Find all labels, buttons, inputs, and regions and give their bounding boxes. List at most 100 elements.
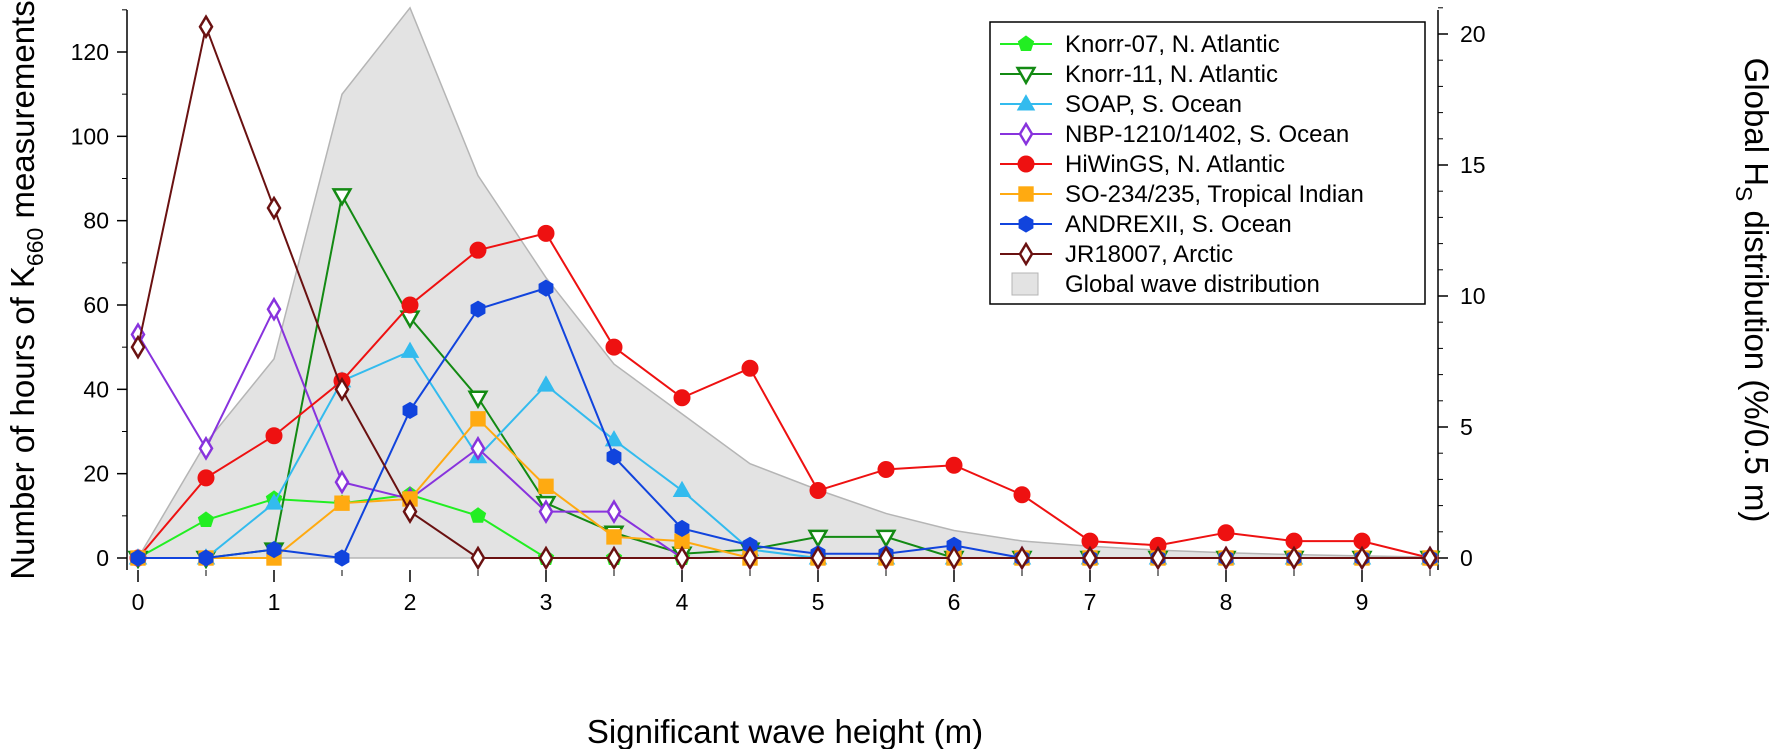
data-point (674, 519, 690, 538)
legend-marker (1015, 66, 1037, 86)
y-right-tick-label: 5 (1460, 414, 1473, 440)
legend-item: JR18007, Arctic (1000, 241, 1233, 268)
legend-label: JR18007, Arctic (1065, 241, 1233, 268)
legend-label: HiWinGS, N. Atlantic (1065, 151, 1285, 178)
data-point (1218, 545, 1234, 571)
data-point (1082, 545, 1098, 571)
x-tick-label: 0 (132, 589, 145, 615)
data-point (878, 545, 894, 571)
y-left-tick-label: 40 (83, 376, 109, 402)
series-line (137, 232, 1431, 559)
data-point (538, 499, 554, 525)
data-point (401, 296, 419, 314)
x-axis-label: Significant wave height (m) (587, 713, 983, 749)
x-tick-label: 6 (948, 589, 961, 615)
data-point (741, 359, 759, 377)
axes-layer: 0 20 40 60 80 100 120 0 5 10 15 20 0 1 2 3 4 5 6 7 8 9 (71, 7, 1486, 615)
data-point (469, 507, 487, 523)
data-point (606, 545, 622, 571)
data-point (470, 435, 486, 461)
y-right-tick-label: 0 (1460, 545, 1473, 571)
data-point (604, 430, 624, 447)
legend-item: Knorr-11, N. Atlantic (1000, 61, 1278, 88)
data-point (945, 456, 963, 474)
data-point (197, 469, 215, 487)
data-point (606, 529, 622, 545)
legend-label: ANDREXII, S. Ocean (1065, 211, 1292, 238)
data-point (198, 435, 214, 461)
data-point (197, 511, 215, 528)
data-point (469, 241, 487, 259)
data-point (467, 390, 489, 410)
data-point (266, 296, 282, 322)
data-point (334, 376, 350, 402)
x-tick-label: 2 (404, 589, 417, 615)
data-point (1150, 545, 1166, 571)
legend-label: SO-234/235, Tropical Indian (1065, 181, 1364, 208)
data-point (470, 300, 486, 318)
data-point (470, 411, 486, 427)
data-point (264, 493, 284, 510)
y-left-tick-label: 20 (83, 461, 109, 487)
global-wave-distribution-area (136, 6, 1431, 559)
data-point (1014, 545, 1030, 571)
legend-label: Global wave distribution (1065, 271, 1320, 298)
data-point (402, 401, 418, 419)
data-point (130, 549, 146, 567)
legend-marker (1017, 155, 1035, 173)
series-7 (130, 14, 1438, 571)
area-layer (136, 6, 1431, 559)
data-point (538, 545, 554, 571)
data-point (1217, 524, 1235, 542)
data-point (605, 338, 623, 356)
data-point (400, 341, 420, 358)
y-axis-right-label: Global HS distribution (%/0.5 m) (1731, 58, 1770, 523)
data-point (672, 480, 692, 498)
data-point (538, 478, 554, 495)
legend-box (989, 21, 1426, 305)
x-tick-label: 1 (268, 589, 281, 615)
y-left-tick-label: 0 (96, 545, 109, 571)
data-point (334, 495, 350, 511)
legend-marker (1018, 241, 1034, 267)
y-left-tick-label: 60 (83, 292, 109, 318)
data-point (946, 545, 962, 571)
data-point (402, 499, 418, 525)
legend-label: Knorr-07, N. Atlantic (1065, 31, 1280, 58)
data-point (265, 427, 283, 445)
data-point (1013, 486, 1031, 504)
x-tick-label: 4 (676, 589, 689, 615)
data-point (810, 545, 826, 571)
legend-label: SOAP, S. Ocean (1065, 91, 1242, 118)
legend-marker (1018, 186, 1034, 202)
series-layer (127, 14, 1441, 571)
legend-marker (1018, 121, 1034, 147)
legend-item: HiWinGS, N. Atlantic (1000, 151, 1285, 178)
data-point (875, 529, 897, 549)
x-tick-label: 5 (812, 589, 825, 615)
data-point (130, 334, 146, 360)
data-point (334, 549, 350, 567)
data-point (1354, 545, 1370, 571)
legend-label: NBP-1210/1402, S. Ocean (1065, 121, 1349, 148)
data-point (673, 389, 691, 407)
data-point (266, 540, 282, 559)
x-tick-label: 7 (1084, 589, 1097, 615)
data-point (538, 279, 554, 297)
legend-item: Knorr-07, N. Atlantic (1000, 31, 1280, 58)
data-point (266, 195, 282, 221)
legend: Knorr-07, N. Atlantic Knorr-11, N. Atlant… (989, 21, 1426, 305)
data-point (198, 14, 214, 40)
data-point (742, 545, 758, 571)
legend-marker (1016, 94, 1036, 111)
data-point (807, 529, 829, 549)
data-point (536, 375, 556, 392)
data-point (198, 549, 214, 567)
legend-marker (1018, 215, 1034, 233)
legend-area-swatch (1011, 272, 1039, 296)
y-right-tick-label: 15 (1460, 152, 1486, 178)
x-tick-label: 9 (1356, 589, 1369, 615)
data-point (331, 188, 353, 207)
data-point (1422, 545, 1438, 571)
data-point (537, 224, 555, 242)
